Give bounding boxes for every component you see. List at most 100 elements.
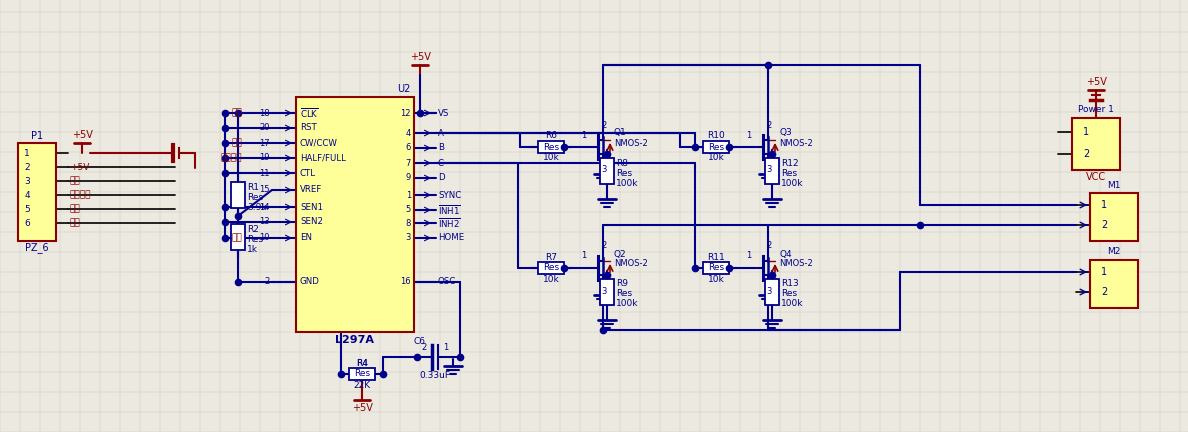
Text: 4: 4 <box>24 191 30 200</box>
Bar <box>230 224 245 250</box>
Text: 2: 2 <box>766 241 772 251</box>
Text: 13: 13 <box>259 217 270 226</box>
Text: R13: R13 <box>781 280 798 289</box>
Text: 1: 1 <box>746 130 751 140</box>
Text: 10k: 10k <box>543 274 560 283</box>
Text: 100k: 100k <box>617 178 638 187</box>
Text: 5: 5 <box>406 206 411 215</box>
Text: 18: 18 <box>259 108 270 118</box>
Text: 工作方式: 工作方式 <box>70 191 91 200</box>
Text: Res: Res <box>708 143 723 152</box>
Text: 1: 1 <box>443 343 448 352</box>
Bar <box>765 279 779 305</box>
Text: R4: R4 <box>356 359 368 368</box>
Text: 12: 12 <box>400 108 411 118</box>
Text: VS: VS <box>438 108 449 118</box>
Text: $\overline{\rm INH1}$: $\overline{\rm INH1}$ <box>438 203 461 217</box>
Bar <box>600 158 614 184</box>
Text: CW/CCW: CW/CCW <box>301 139 337 147</box>
Bar <box>1091 193 1138 241</box>
Text: 22K: 22K <box>354 381 371 390</box>
Text: 9: 9 <box>406 174 411 182</box>
Bar <box>230 182 245 208</box>
Bar <box>1091 260 1138 308</box>
Text: L297A: L297A <box>335 335 374 345</box>
Text: Q2: Q2 <box>614 250 626 258</box>
Text: Res: Res <box>247 235 263 244</box>
Text: NMOS-2: NMOS-2 <box>614 139 647 147</box>
Text: C6: C6 <box>413 337 425 346</box>
Text: $\overline{\rm CLK}$: $\overline{\rm CLK}$ <box>301 106 318 120</box>
Text: Q3: Q3 <box>779 128 791 137</box>
Text: 100k: 100k <box>781 178 803 187</box>
Text: Res: Res <box>543 143 560 152</box>
Text: +5V: +5V <box>410 52 430 62</box>
Text: +5V: +5V <box>1086 77 1106 87</box>
Text: 2: 2 <box>421 343 426 352</box>
Text: 1: 1 <box>581 251 586 260</box>
Text: SEN2: SEN2 <box>301 217 323 226</box>
Text: 10k: 10k <box>708 274 725 283</box>
Text: R11: R11 <box>707 252 725 261</box>
Text: 使能: 使能 <box>70 177 81 185</box>
Text: R6: R6 <box>545 131 557 140</box>
Text: 3: 3 <box>24 177 30 185</box>
Text: 6: 6 <box>24 219 30 228</box>
Text: 方向: 方向 <box>232 139 242 147</box>
Text: B: B <box>438 143 444 152</box>
Text: VREF: VREF <box>301 185 322 194</box>
Text: 8: 8 <box>405 219 411 228</box>
Text: HALF/FULL: HALF/FULL <box>301 153 346 162</box>
Text: R10: R10 <box>707 131 725 140</box>
Text: 5: 5 <box>24 204 30 213</box>
Text: 0.33uF: 0.33uF <box>419 371 450 379</box>
Text: 时钟: 时钟 <box>232 108 242 118</box>
Text: 2: 2 <box>766 121 772 130</box>
Text: 3: 3 <box>601 286 607 295</box>
Text: 14: 14 <box>259 203 270 212</box>
Text: 1: 1 <box>1083 127 1089 137</box>
Text: CTL: CTL <box>301 168 316 178</box>
Text: +5V: +5V <box>70 162 89 172</box>
Text: GND: GND <box>301 277 320 286</box>
Text: 7: 7 <box>405 159 411 168</box>
Text: 1: 1 <box>24 149 30 158</box>
Text: Res: Res <box>247 193 263 201</box>
Text: 4: 4 <box>406 128 411 137</box>
Bar <box>765 158 779 184</box>
Text: 1k: 1k <box>247 245 258 254</box>
Text: +5V: +5V <box>352 403 372 413</box>
Text: 3: 3 <box>405 234 411 242</box>
Text: 1: 1 <box>746 251 751 260</box>
Bar <box>703 141 729 153</box>
Text: 10k: 10k <box>543 153 560 162</box>
Text: 3.9k: 3.9k <box>247 203 266 212</box>
Text: 1: 1 <box>1101 267 1107 277</box>
Text: 6: 6 <box>405 143 411 152</box>
Text: 2: 2 <box>265 277 270 286</box>
Text: 17: 17 <box>259 139 270 147</box>
Bar <box>538 141 564 153</box>
Text: 2: 2 <box>1101 287 1107 297</box>
Text: 2: 2 <box>601 241 607 251</box>
Text: 100k: 100k <box>781 299 803 308</box>
Text: RST: RST <box>301 124 317 133</box>
Bar <box>600 279 614 305</box>
Text: 15: 15 <box>259 185 270 194</box>
Text: 20: 20 <box>259 124 270 133</box>
Bar <box>1072 118 1120 170</box>
Text: 3: 3 <box>601 165 607 175</box>
Text: $\overline{\rm INH2}$: $\overline{\rm INH2}$ <box>438 216 461 230</box>
Text: A: A <box>438 128 444 137</box>
Text: 1: 1 <box>406 191 411 200</box>
Text: 2: 2 <box>1101 220 1107 230</box>
Text: +5V: +5V <box>71 130 93 140</box>
Text: Res: Res <box>781 168 797 178</box>
Text: R9: R9 <box>617 280 628 289</box>
Text: NMOS-2: NMOS-2 <box>614 260 647 269</box>
Text: C: C <box>438 159 444 168</box>
Text: SYNC: SYNC <box>438 191 461 200</box>
Text: 2: 2 <box>1083 149 1089 159</box>
Text: Q4: Q4 <box>779 250 791 258</box>
Text: SEN1: SEN1 <box>301 203 323 212</box>
